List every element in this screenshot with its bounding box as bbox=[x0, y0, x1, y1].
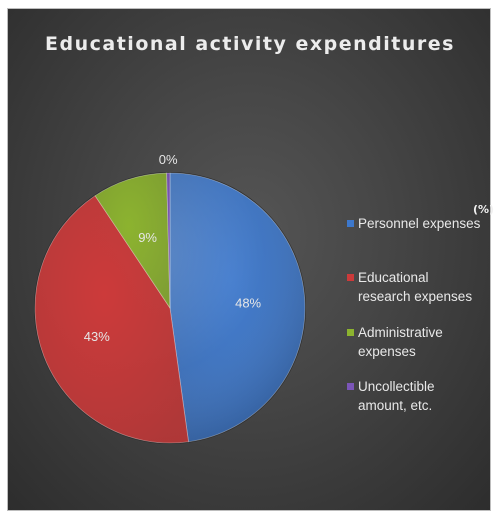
chart-title-text: Educational activity expenditures bbox=[45, 33, 455, 55]
legend-label-2: Administrative expenses bbox=[358, 323, 498, 361]
legend-swatch-0 bbox=[347, 220, 354, 227]
pie-slice-3 bbox=[166, 172, 171, 309]
pie-chart: 48% 43% 9% 0% bbox=[34, 152, 306, 444]
legend-label-line: amount, etc. bbox=[358, 398, 433, 413]
unit-label: (%) bbox=[473, 203, 495, 216]
legend-swatch-3 bbox=[347, 383, 354, 390]
legend-label-0: Personnel expenses bbox=[358, 214, 498, 233]
slice-label-0: 48% bbox=[235, 296, 261, 311]
legend-swatch-1 bbox=[347, 274, 354, 281]
slice-label-2: 9% bbox=[138, 230, 157, 245]
chart-area: Educational activity expenditures 48% 43%… bbox=[7, 8, 495, 511]
legend-label-line: research expenses bbox=[358, 289, 473, 304]
pie-slice-1 bbox=[34, 195, 189, 444]
legend-label-line: Educational bbox=[358, 270, 429, 285]
legend-label-line: expenses bbox=[358, 344, 416, 359]
legend-label-line: Administrative bbox=[358, 325, 443, 340]
legend-label-line: Uncollectible bbox=[358, 379, 435, 394]
slice-label-1: 43% bbox=[84, 329, 110, 344]
pie-slice-2 bbox=[94, 172, 171, 310]
legend-label-line: Personnel expenses bbox=[358, 216, 481, 231]
slice-label-3: 0% bbox=[159, 152, 178, 167]
legend-swatch-2 bbox=[347, 329, 354, 336]
chart-title: Educational activity expenditures bbox=[8, 29, 492, 59]
legend-label-3: Uncollectible amount, etc. bbox=[358, 377, 498, 415]
legend-label-1: Educational research expenses bbox=[358, 268, 498, 306]
